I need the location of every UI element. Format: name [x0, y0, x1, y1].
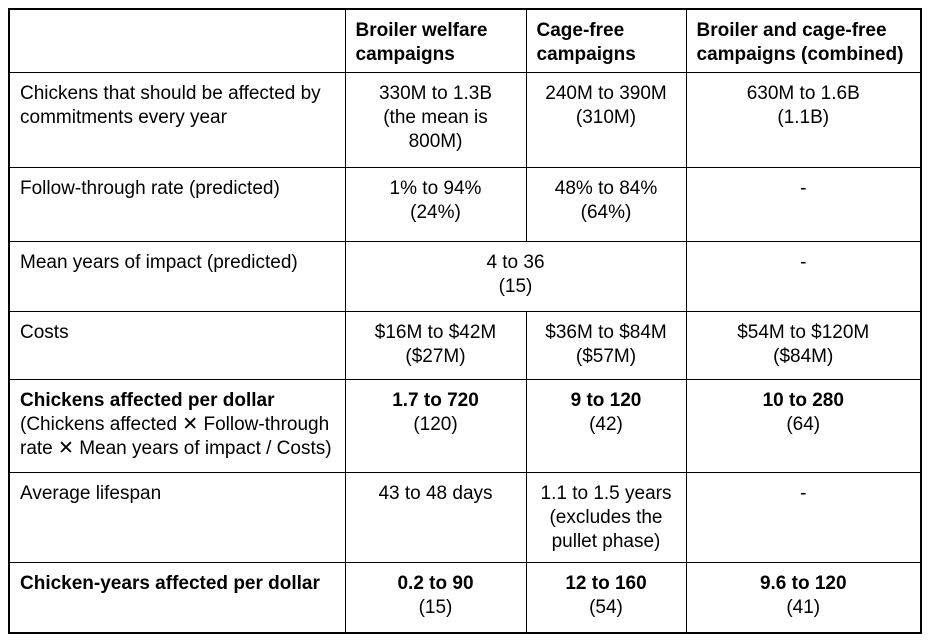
- cell-mean-years-combined: -: [685, 240, 922, 312]
- campaign-comparison-table: Broiler welfare campaigns Cage-free camp…: [8, 8, 922, 634]
- header-corner-cell: [8, 8, 346, 73]
- cell-chickens-affected-combined: 630M to 1.6B (1.1B): [685, 71, 922, 168]
- row-label-follow-through: Follow-through rate (predicted): [8, 166, 346, 242]
- row-label-chickens-affected: Chickens that should be affected by comm…: [8, 71, 346, 168]
- row-label-mean-years: Mean years of impact (predicted): [8, 240, 346, 312]
- row-label-chicken-years-per-dollar: Chicken-years affected per dollar: [8, 561, 346, 634]
- cell-average-lifespan-broiler: 43 to 48 days: [344, 471, 527, 563]
- row-chickens-affected: Chickens that should be affected by comm…: [8, 71, 922, 168]
- cell-follow-through-cagefree: 48% to 84% (64%): [525, 166, 687, 242]
- cell-chickens-per-dollar-cagefree: 9 to 120 (42): [525, 378, 687, 473]
- cell-chicken-years-broiler: 0.2 to 90 (15): [344, 561, 527, 634]
- cell-costs-combined: $54M to $120M ($84M): [685, 310, 922, 380]
- header-cage-free: Cage-free campaigns: [525, 8, 687, 73]
- row-chickens-per-dollar: Chickens affected per dollar (Chickens a…: [8, 378, 922, 473]
- row-label-chickens-per-dollar: Chickens affected per dollar (Chickens a…: [8, 378, 346, 473]
- cell-mean-years-merged: 4 to 36 (15): [344, 240, 687, 312]
- row-chicken-years-per-dollar: Chicken-years affected per dollar 0.2 to…: [8, 561, 922, 634]
- row-costs: Costs $16M to $42M ($27M) $36M to $84M (…: [8, 310, 922, 380]
- row-follow-through: Follow-through rate (predicted) 1% to 94…: [8, 166, 922, 242]
- row-average-lifespan: Average lifespan 43 to 48 days 1.1 to 1.…: [8, 471, 922, 563]
- cell-costs-cagefree: $36M to $84M ($57M): [525, 310, 687, 380]
- cell-follow-through-combined: -: [685, 166, 922, 242]
- header-row: Broiler welfare campaigns Cage-free camp…: [8, 8, 922, 73]
- cell-chicken-years-combined: 9.6 to 120 (41): [685, 561, 922, 634]
- cell-chicken-years-cagefree: 12 to 160 (54): [525, 561, 687, 634]
- row-mean-years: Mean years of impact (predicted) 4 to 36…: [8, 240, 922, 312]
- cell-follow-through-broiler: 1% to 94% (24%): [344, 166, 527, 242]
- cell-chickens-affected-broiler: 330M to 1.3B (the mean is 800M): [344, 71, 527, 168]
- cell-average-lifespan-combined: -: [685, 471, 922, 563]
- header-combined: Broiler and cage-free campaigns (combine…: [685, 8, 922, 73]
- cell-chickens-per-dollar-combined: 10 to 280 (64): [685, 378, 922, 473]
- cell-chickens-affected-cagefree: 240M to 390M (310M): [525, 71, 687, 168]
- campaign-comparison-table-wrap: Broiler welfare campaigns Cage-free camp…: [8, 8, 922, 634]
- row-label-costs: Costs: [8, 310, 346, 380]
- cell-chickens-per-dollar-broiler: 1.7 to 720 (120): [344, 378, 527, 473]
- header-broiler-welfare: Broiler welfare campaigns: [344, 8, 527, 73]
- cell-costs-broiler: $16M to $42M ($27M): [344, 310, 527, 380]
- cell-average-lifespan-cagefree: 1.1 to 1.5 years (excludes the pullet ph…: [525, 471, 687, 563]
- row-label-average-lifespan: Average lifespan: [8, 471, 346, 563]
